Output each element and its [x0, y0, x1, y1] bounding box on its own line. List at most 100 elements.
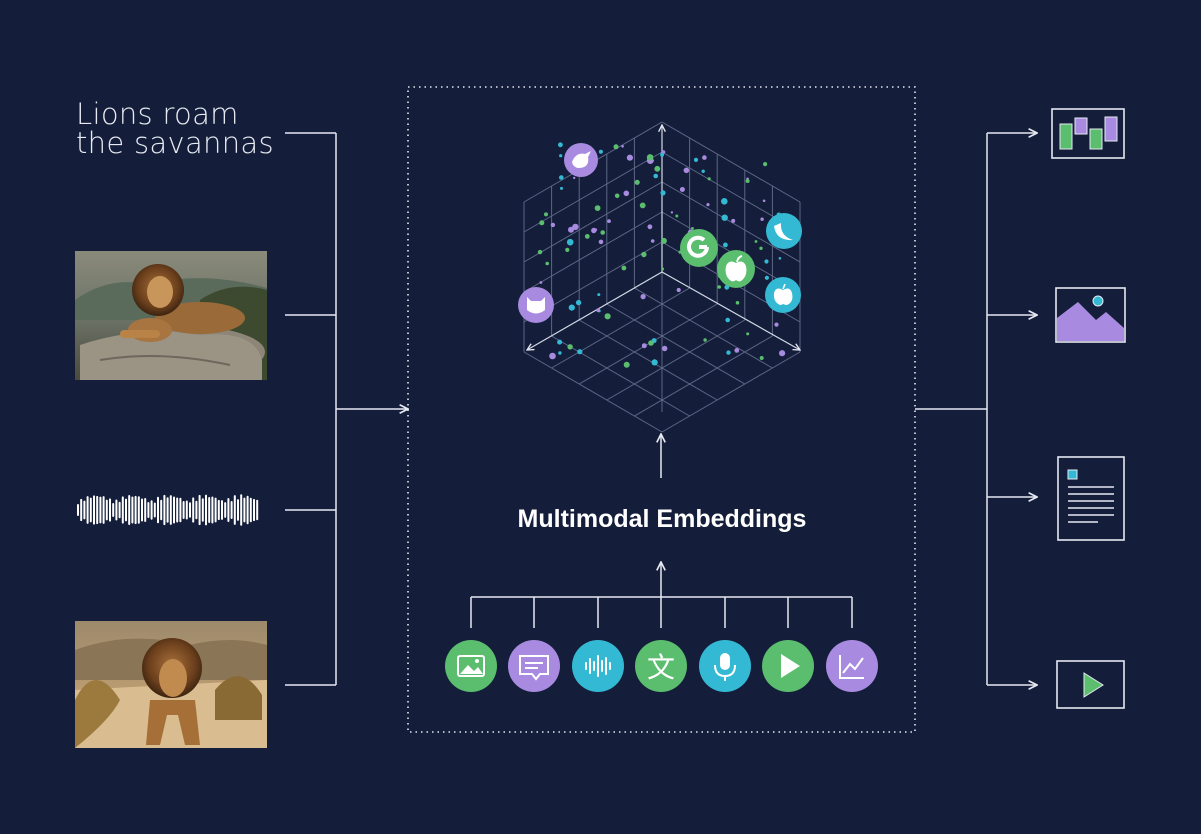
embedding-point — [774, 322, 779, 327]
embedding-point — [600, 230, 605, 235]
lion-resting-photo — [75, 251, 267, 380]
grid-line — [523, 151, 663, 233]
embedding-point — [560, 186, 563, 190]
embedding-point — [596, 308, 601, 313]
document-icon — [1057, 456, 1125, 541]
embedding-point — [614, 193, 620, 199]
embedding-point — [598, 149, 603, 154]
embedding-point — [572, 223, 579, 231]
grid-line — [606, 303, 746, 385]
embedding-point — [641, 251, 647, 258]
embedding-point — [550, 222, 556, 228]
audio-modality-icon — [572, 640, 624, 692]
output-connectors — [915, 133, 1037, 685]
embedding-point — [779, 350, 786, 357]
embedding-point — [693, 157, 699, 162]
input-text-sample: Lions roam the savannas — [76, 100, 274, 158]
embedding-point — [567, 344, 573, 350]
embedding-point — [597, 293, 601, 297]
embedding-point — [573, 176, 576, 180]
embedding-point — [651, 359, 658, 366]
embedding-point — [679, 187, 685, 192]
embedding-point — [660, 152, 665, 157]
embedding-point — [544, 212, 548, 217]
embedding-point — [639, 202, 646, 209]
grid-line — [634, 287, 773, 369]
embedding-point — [764, 275, 770, 280]
chat-modality-icon — [508, 640, 560, 692]
embedding-point — [683, 167, 690, 174]
grid-line — [523, 181, 663, 263]
grid-line — [634, 335, 773, 417]
embedding-point — [726, 350, 731, 355]
grid-line — [661, 181, 801, 263]
embedding-point — [537, 249, 543, 255]
embedding-point — [763, 162, 768, 167]
grid-line — [551, 335, 690, 417]
embedding-point — [559, 154, 563, 158]
embedding-point — [745, 179, 750, 183]
center-arrows — [470, 434, 853, 628]
embedding-point — [650, 239, 655, 243]
image-icon — [1055, 287, 1126, 343]
embedding-point — [731, 218, 736, 223]
embedding-point — [557, 339, 563, 345]
apple-fruit-icon — [765, 277, 801, 313]
embedding-point — [646, 154, 654, 161]
embedding-point — [653, 173, 658, 179]
embedding-point — [778, 257, 782, 260]
embedding-point — [568, 304, 575, 311]
embedding-points — [537, 142, 791, 368]
grid-line — [523, 351, 663, 433]
embedding-point — [539, 281, 543, 284]
embedding-point — [759, 356, 764, 360]
bar-chart-icon — [1051, 108, 1125, 159]
embedding-point — [607, 219, 611, 224]
grid-line — [578, 303, 718, 385]
embedding-space-grid — [523, 121, 801, 433]
embedding-point — [539, 220, 545, 226]
embedding-point — [723, 242, 728, 248]
embedding-point — [648, 340, 654, 346]
embedding-point — [623, 190, 630, 197]
embedding-point — [647, 224, 653, 230]
input-text-line-1: Lions roam — [76, 97, 239, 131]
embedding-point — [626, 154, 634, 161]
embedding-point — [717, 285, 721, 289]
embedding-point — [764, 259, 769, 264]
embedding-point — [621, 145, 624, 148]
embedding-point — [706, 203, 710, 207]
embedding-point — [670, 211, 674, 214]
embedding-point — [725, 317, 730, 323]
bird-icon — [564, 143, 598, 177]
embedding-point — [566, 238, 574, 246]
embedding-point — [621, 265, 627, 271]
embedding-point — [721, 198, 728, 205]
embedding-point — [703, 338, 707, 342]
embedding-point — [545, 261, 549, 266]
embedding-point — [594, 228, 598, 231]
embedding-point — [549, 352, 556, 360]
embedding-point — [623, 361, 630, 368]
embedding-point — [676, 287, 681, 293]
embedding-point — [575, 299, 582, 306]
embedding-point — [734, 348, 740, 353]
embedding-point — [721, 214, 728, 221]
embedding-point — [613, 144, 619, 150]
embedding-point — [654, 165, 661, 172]
embedding-point — [584, 234, 590, 239]
grid-line — [606, 319, 746, 401]
embedding-point — [568, 226, 574, 233]
page-title: Multimodal Embeddings — [517, 505, 807, 533]
embedding-point — [641, 343, 647, 349]
image-modality-icon — [445, 640, 497, 692]
embedding-point — [735, 301, 740, 305]
embedding-point — [754, 240, 758, 243]
embedding-point — [746, 332, 750, 336]
banana-icon — [766, 213, 802, 249]
embedding-point — [565, 247, 570, 252]
embedding-model-box — [407, 86, 916, 733]
embedding-point — [662, 345, 668, 352]
embedding-point — [598, 239, 604, 245]
